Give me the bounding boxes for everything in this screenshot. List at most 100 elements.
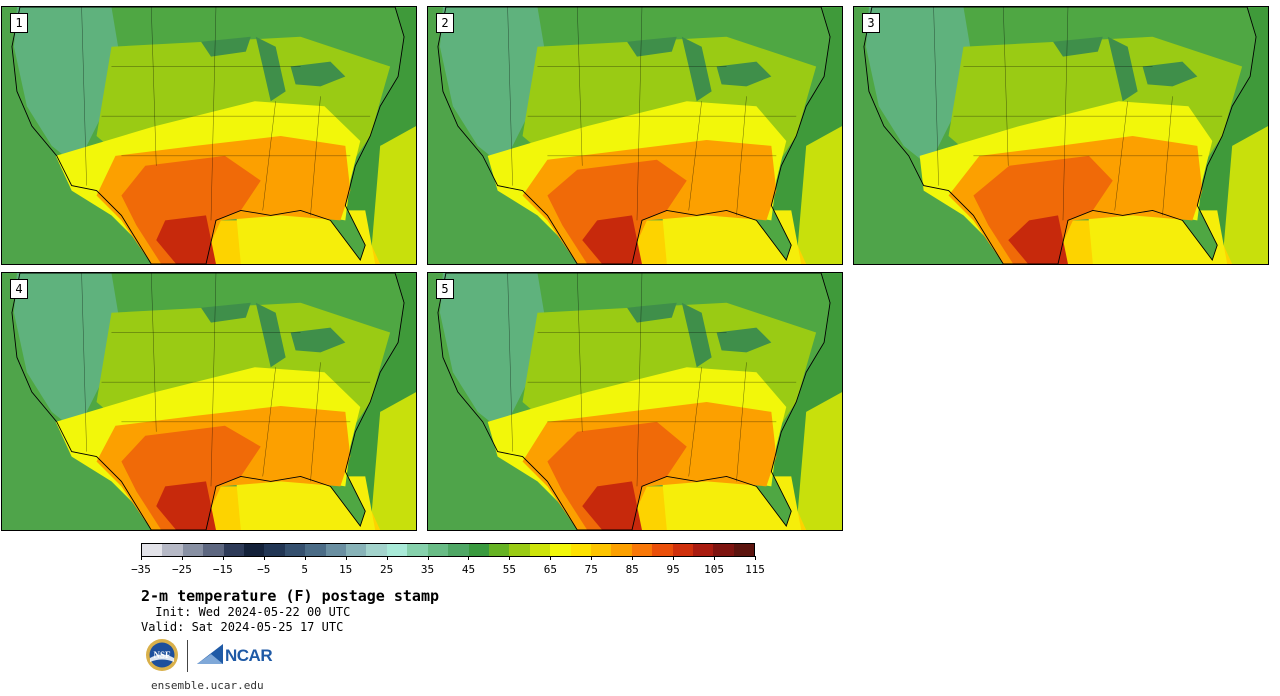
colorbar-tick — [714, 556, 716, 560]
colorbar-tick — [222, 556, 224, 560]
colorbar-tick-label: 35 — [420, 563, 435, 576]
hottest-zone — [156, 215, 216, 264]
colorbar-swatch-13 — [407, 544, 428, 556]
temperature-map-4 — [2, 273, 416, 530]
colorbar-swatch-20 — [550, 544, 571, 556]
coastline — [11, 273, 405, 530]
colorbar-tick — [141, 556, 142, 560]
hottest-zone — [156, 481, 216, 530]
colorbar-swatch-0 — [142, 544, 163, 556]
colorbar-swatch-4 — [223, 544, 245, 556]
colorbar-swatch-19 — [529, 544, 551, 556]
temperature-map-5 — [428, 273, 842, 530]
colorbar-tick-label: 95 — [666, 563, 680, 576]
great-lakes — [1053, 36, 1198, 102]
colorbar-tick-labels: −35 −25 −15 −5 5 15 25 35 45 55 65 75 85 95 105 115 — [131, 563, 765, 577]
colorbar-swatch-10 — [346, 544, 367, 556]
init-time: Init: Wed 2024-05-22 00 UTC — [148, 605, 351, 619]
great-lakes — [627, 302, 772, 368]
colorbar-tick — [591, 556, 593, 560]
colorbar-swatch-25 — [652, 544, 673, 556]
western-mountains — [13, 7, 122, 166]
state-borders — [81, 7, 371, 221]
western-mountains — [865, 7, 974, 166]
colorbar-tick — [386, 556, 388, 560]
colorbar-swatch-21 — [570, 544, 591, 556]
colorbar-swatch-1 — [162, 544, 183, 556]
ncar-logo: NCAR — [197, 644, 273, 666]
great-lakes — [627, 36, 772, 102]
temperature-map-1 — [2, 7, 416, 264]
colorbar-tick — [345, 556, 347, 560]
colorbar-swatch-29 — [733, 544, 755, 556]
hotter-zone — [547, 159, 687, 264]
western-mountains — [13, 273, 122, 432]
colorbar-tick-label: 15 — [339, 563, 353, 576]
western-mountains — [439, 273, 548, 432]
temperature-colorbar — [141, 543, 755, 557]
coastline — [437, 7, 831, 264]
ensemble-member-panel-2: 2 — [427, 6, 843, 265]
state-borders — [507, 273, 797, 487]
colorbar-tick-label: 25 — [379, 563, 394, 576]
colorbar-swatch-3 — [203, 544, 224, 556]
ncar-logo-text: NCAR — [225, 646, 273, 665]
colorbar-tick-label: 55 — [502, 563, 517, 576]
colorbar-tick-label: −35 — [131, 563, 151, 576]
logo-divider — [187, 640, 188, 672]
colorbar-swatch-26 — [672, 544, 693, 556]
atlantic-warm-water — [370, 126, 416, 264]
colorbar-tick-label: 75 — [584, 563, 598, 576]
member-label-5: 5 — [436, 279, 454, 299]
colorbar-tick — [673, 556, 675, 560]
valid-time: Valid: Sat 2024-05-25 17 UTC — [141, 620, 344, 634]
colorbar-tick-label: 65 — [543, 563, 557, 576]
ensemble-member-panel-1: 1 — [1, 6, 417, 265]
hottest-zone — [582, 215, 642, 264]
member-label-1: 1 — [10, 13, 28, 33]
western-mountains — [439, 7, 548, 166]
coastline — [863, 7, 1257, 264]
colorbar-tick-label: 5 — [301, 563, 309, 576]
colorbar-swatch-14 — [427, 544, 449, 556]
colorbar-tick — [550, 556, 552, 560]
colorbar-swatch-9 — [325, 544, 347, 556]
colorbar-swatch-5 — [244, 544, 265, 556]
nsf-logo-text: NSF — [153, 650, 171, 660]
colorbar-tick-label: −15 — [212, 563, 233, 576]
ensemble-member-panel-3: 3 — [853, 6, 1269, 265]
colorbar-tick — [304, 556, 306, 560]
colorbar-swatch-8 — [305, 544, 326, 556]
logos: NSF NCAR — [145, 638, 275, 674]
colorbar-tick-label: 85 — [625, 563, 639, 576]
colorbar-tick — [632, 556, 634, 560]
colorbar-tick — [181, 556, 183, 560]
atlantic-warm-water — [796, 126, 842, 264]
temperature-map-2 — [428, 7, 842, 264]
hotter-zone — [121, 155, 261, 264]
chart-title: 2-m temperature (F) postage stamp — [141, 587, 440, 605]
state-borders — [933, 7, 1223, 221]
ncar-logo-icon — [197, 644, 223, 664]
colorbar-tick — [755, 556, 756, 560]
ensemble-member-panel-4: 4 — [1, 272, 417, 531]
coastline — [11, 7, 405, 264]
nsf-logo-icon: NSF — [146, 639, 178, 671]
colorbar-tick-label: 105 — [704, 563, 724, 576]
colorbar-ticks — [141, 556, 756, 561]
colorbar-tick-label: −5 — [257, 563, 271, 576]
colorbar-swatch-28 — [713, 544, 734, 556]
atlantic-warm-water — [796, 392, 842, 530]
hotter-zone — [973, 155, 1113, 264]
hottest-zone — [1008, 215, 1068, 264]
colorbar-tick — [468, 556, 470, 560]
state-borders — [81, 273, 371, 487]
colorbar-swatch-15 — [448, 544, 469, 556]
member-label-4: 4 — [10, 279, 28, 299]
hotter-zone — [121, 425, 261, 530]
colorbar-tick — [509, 556, 511, 560]
hotter-zone — [547, 421, 687, 530]
colorbar-swatch-23 — [611, 544, 632, 556]
atlantic-warm-water — [370, 392, 416, 530]
colorbar-tick-label: 115 — [745, 563, 765, 576]
